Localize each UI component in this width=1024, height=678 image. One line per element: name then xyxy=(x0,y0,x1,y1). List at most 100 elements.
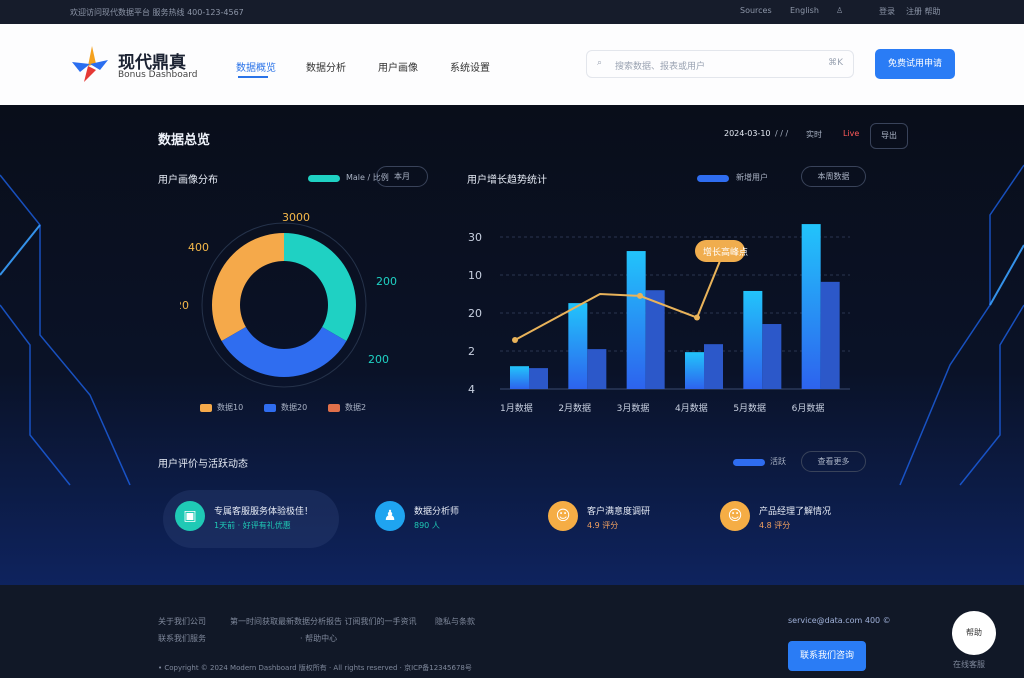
donut-label: 120 xyxy=(180,299,189,312)
donut-legend-item: 数据10 xyxy=(217,403,244,412)
dashboard-main: 数据总览 2024-03-10 / / / 实时 Live 导出 用户画像分布 … xyxy=(0,105,1024,585)
trend-point xyxy=(637,292,643,299)
search-shortcut: ⌘K xyxy=(828,58,843,68)
logo-icon xyxy=(72,46,108,82)
y-tick-label: 10 xyxy=(468,269,482,282)
user-card-title: 产品经理了解情况 xyxy=(759,507,832,517)
bar xyxy=(568,303,588,389)
robot-avatar-icon: ▣ xyxy=(175,501,205,531)
bar xyxy=(762,324,782,389)
nav-settings[interactable]: 系统设置 xyxy=(450,63,490,74)
x-tick-label: 1月数据 xyxy=(500,402,533,414)
user-card-title: 数据分析师 xyxy=(414,507,460,517)
users-legend-swatch xyxy=(733,459,765,466)
bar xyxy=(801,224,821,389)
overview-status: 实时 xyxy=(806,130,822,139)
bar-chart: 4 2 20 10 30 1月数据 2月数据 3月数据 4月数据 5月数据 6月数据 增长高峰点 xyxy=(468,224,850,414)
user-card-meta: 890 人 xyxy=(414,521,440,530)
y-tick-label: 20 xyxy=(468,307,482,320)
nav-active-indicator xyxy=(238,76,268,78)
help-button[interactable]: 帮助 xyxy=(952,611,996,655)
y-tick-label: 30 xyxy=(468,231,482,244)
nav-analysis[interactable]: 数据分析 xyxy=(306,63,346,74)
user-card-title: 专属客服服务体验极佳！ xyxy=(214,507,314,517)
brand-subtitle: Bonus Dashboard xyxy=(118,70,198,80)
donut-chart: 3000 400 120 200 200 xyxy=(180,211,397,388)
donut-legend-swatch xyxy=(328,404,340,412)
login-link[interactable]: 登录 xyxy=(879,7,895,16)
footer-privacy[interactable]: 隐私与条款 xyxy=(435,617,475,626)
bar-legend-swatch xyxy=(697,175,729,182)
donut-label: 400 xyxy=(188,241,209,254)
donut-outer-ring xyxy=(201,222,367,388)
bar xyxy=(529,368,548,389)
bar xyxy=(626,251,646,389)
footer-about[interactable]: 关于我们公司 xyxy=(158,617,206,626)
help-subtitle: 在线客服 xyxy=(953,660,985,669)
live-badge: Live xyxy=(843,129,860,138)
user-card-meta: 4.9 评分 xyxy=(587,521,619,530)
user-card-title: 客户满意度调研 xyxy=(587,507,651,517)
nav-overview[interactable]: 数据概览 xyxy=(236,63,276,74)
x-tick-label: 3月数据 xyxy=(617,402,650,414)
bar xyxy=(743,290,763,389)
header: 现代鼎真 Bonus Dashboard 数据概览 数据分析 用户画像 系统设置… xyxy=(0,24,1024,105)
bar xyxy=(510,366,529,389)
callout-label: 增长高峰点 xyxy=(703,246,748,258)
donut-slice xyxy=(212,233,284,341)
overview-range: / / / xyxy=(775,129,789,138)
brand-name: 现代鼎真 xyxy=(118,53,186,73)
nav-profile[interactable]: 用户画像 xyxy=(378,63,418,74)
bar xyxy=(587,349,607,389)
user-icon[interactable]: ♙ xyxy=(836,6,844,15)
users-legend-label: 活跃 xyxy=(770,457,786,466)
donut-legend-label: Male / 比例 xyxy=(346,173,389,182)
search-input[interactable]: ⌕ 搜索数据、报表或用户 ⌘K xyxy=(586,50,854,78)
notice-text: 欢迎访问现代数据平台 服务热线 400-123-4567 xyxy=(70,8,244,17)
bar xyxy=(685,352,704,389)
link-sources[interactable]: Sources xyxy=(740,6,772,15)
overview-date: 2024-03-10 xyxy=(724,129,771,138)
footer-contact[interactable]: 联系我们服务 xyxy=(158,634,206,643)
donut-slice xyxy=(221,327,347,377)
donut-label: 200 xyxy=(368,353,389,366)
link-language[interactable]: English xyxy=(790,6,819,15)
y-tick-label: 2 xyxy=(468,345,475,358)
users-more-button[interactable]: 查看更多 xyxy=(801,451,866,472)
export-button[interactable]: 导出 xyxy=(870,123,908,149)
user-avatar-icon: ♟ xyxy=(375,501,405,531)
callout-bubble xyxy=(695,240,745,262)
person-avatar-icon: ☺ xyxy=(720,501,750,531)
donut-legend-item: 数据20 xyxy=(281,403,308,412)
trial-button[interactable]: 免费试用申请 xyxy=(875,49,955,79)
donut-filter[interactable]: 本月 xyxy=(376,166,428,187)
donut-legend-item: 数据2 xyxy=(345,403,367,412)
bar-legend-label: 新增用户 xyxy=(736,173,768,182)
top-bar: 欢迎访问现代数据平台 服务热线 400-123-4567 Sources Eng… xyxy=(0,0,1024,24)
bar-chart-title: 用户增长趋势统计 xyxy=(467,175,547,186)
bar xyxy=(820,281,840,389)
donut-legend-swatch xyxy=(200,404,212,412)
x-tick-label: 6月数据 xyxy=(792,402,825,414)
donut-title: 用户画像分布 xyxy=(158,175,218,186)
footer-copyright: • Copyright © 2024 Modern Dashboard 版权所有… xyxy=(158,664,472,672)
person-avatar-icon: ☺ xyxy=(548,501,578,531)
donut-legend-swatch xyxy=(308,175,340,182)
donut-slice xyxy=(284,233,356,341)
footer-contact-email: service@data.com 400 © xyxy=(788,616,891,625)
donut-label: 200 xyxy=(376,275,397,288)
x-tick-label: 5月数据 xyxy=(733,402,766,414)
bar xyxy=(704,344,723,389)
register-link[interactable]: 注册 帮助 xyxy=(906,7,941,16)
footer-contact-button[interactable]: 联系我们咨询 xyxy=(788,641,866,671)
bar-filter[interactable]: 本周数据 xyxy=(801,166,866,187)
footer-help[interactable]: · 帮助中心 xyxy=(300,634,338,643)
trend-line xyxy=(514,255,723,341)
search-icon: ⌕ xyxy=(597,58,603,68)
trend-point xyxy=(512,336,518,343)
y-tick-label: 4 xyxy=(468,383,475,396)
x-tick-label: 2月数据 xyxy=(558,402,591,414)
x-tick-label: 4月数据 xyxy=(675,402,708,414)
user-card-meta: 4.8 评分 xyxy=(759,521,791,530)
donut-label: 3000 xyxy=(282,211,310,224)
